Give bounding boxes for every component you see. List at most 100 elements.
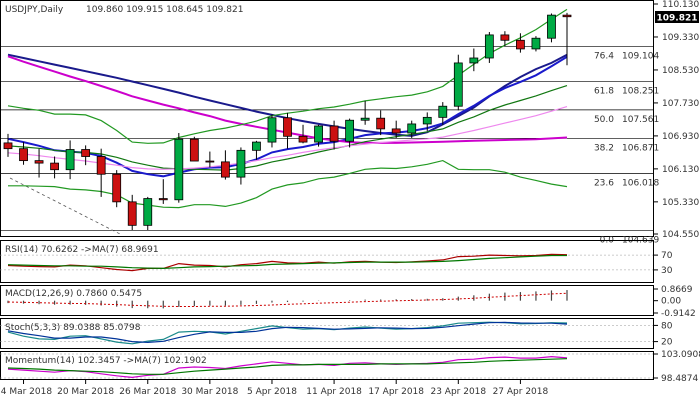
- candle-body: [65, 149, 75, 171]
- ohlc-readout: 109.860 109.915 108.645 109.821: [86, 5, 243, 15]
- overlay-line: [8, 159, 568, 209]
- rsi-series: [0, 253, 653, 272]
- momentum-panel: 103.0908 98.4874 Momentum(14) 102.3457 ->…: [0, 350, 700, 384]
- macd-histogram: [7, 290, 568, 309]
- x-tick-label: 27 Apr 2018: [493, 387, 549, 397]
- rsi-panel-frame: [0, 240, 654, 283]
- y-tick-label: 80: [661, 321, 673, 331]
- y-tick-label: 106.930: [662, 132, 699, 142]
- candle-body: [547, 14, 556, 39]
- candle: [205, 151, 215, 168]
- candle-body: [267, 117, 277, 143]
- rsi-panel: 70 30 RSI(14) 70.6262 ->MA(7) 68.9691: [0, 240, 673, 283]
- macd-panel: 0.8669 0.00 -0.9142 MACD(12,26,9) 0.7860 0…: [0, 285, 696, 319]
- candle: [34, 148, 44, 178]
- stoch-y-ticks: 80 20: [653, 321, 673, 348]
- candle-body: [96, 156, 106, 175]
- candle: [3, 133, 13, 157]
- candle: [329, 120, 339, 150]
- candle: [19, 142, 28, 165]
- y-tick-label: 108.530: [662, 66, 699, 76]
- candle-body: [252, 141, 261, 151]
- indicator-line: [7, 253, 568, 272]
- x-tick-label: 23 Apr 2018: [430, 387, 486, 397]
- candle-body: [422, 116, 432, 125]
- x-tick-label: 20 Mar 2018: [57, 387, 114, 397]
- candle-body: [236, 149, 246, 178]
- stoch-title: Stoch(5,3,3) 89.0388 85.0798: [5, 323, 141, 333]
- candles: [3, 12, 572, 231]
- candle-body: [469, 57, 479, 64]
- candle-body: [19, 148, 28, 162]
- candle: [500, 31, 510, 47]
- price-panel: 76.4 109.104 61.8 108.251 50.0 107.561 38.2 106…: [0, 0, 699, 245]
- macd-signal-line: [7, 292, 568, 307]
- candle: [547, 13, 556, 43]
- candle: [516, 33, 525, 53]
- candle: [376, 110, 386, 136]
- momentum-title: Momentum(14) 102.3457 ->MA(7) 102.1902: [5, 356, 207, 366]
- candle: [283, 112, 292, 149]
- candle-body: [81, 149, 91, 157]
- y-tick-label: 105.330: [662, 198, 699, 208]
- candle: [143, 196, 153, 231]
- candle-body: [314, 125, 323, 143]
- candle: [469, 48, 479, 72]
- candle: [220, 150, 230, 180]
- candle: [345, 118, 355, 148]
- candle-body: [50, 162, 59, 171]
- candle: [453, 54, 463, 111]
- fib-price-label: 109.104: [622, 51, 659, 61]
- candle-body: [298, 135, 308, 143]
- candle: [531, 36, 541, 52]
- candle-body: [360, 117, 370, 121]
- candle: [81, 145, 91, 166]
- candle-body: [438, 105, 448, 118]
- price-y-ticks: 110.130 109.330 108.530 107.730 106.930 106.1…: [653, 0, 699, 240]
- y-tick-label: 20: [661, 338, 673, 348]
- y-tick-label: 103.0908: [661, 350, 700, 360]
- x-tick-label: 11 Apr 2018: [306, 387, 362, 397]
- candle-body: [158, 198, 168, 201]
- candle: [562, 12, 572, 66]
- current-price-tag: 109.821: [655, 11, 699, 24]
- candle-body: [531, 37, 541, 50]
- price-panel-frame: [0, 0, 654, 237]
- candle-body: [3, 142, 13, 150]
- y-tick-label: 107.730: [662, 99, 699, 109]
- candle-body: [453, 62, 463, 107]
- candle: [174, 133, 184, 203]
- x-tick-label: 17 Apr 2018: [368, 387, 424, 397]
- y-tick-label: 106.130: [662, 165, 699, 175]
- y-tick-label: 0.00: [661, 297, 681, 307]
- candle: [391, 120, 401, 138]
- candle: [96, 148, 106, 197]
- candle-body: [220, 161, 230, 178]
- candle: [112, 170, 122, 208]
- candle-body: [407, 123, 417, 134]
- candle: [407, 120, 417, 138]
- candle: [484, 32, 494, 63]
- candle-body: [189, 138, 199, 162]
- momentum-panel-frame: [0, 351, 654, 380]
- fib-ratio-label: 38.2: [594, 143, 614, 153]
- candle-body: [127, 201, 137, 226]
- indicator-line: [7, 358, 568, 375]
- fibonacci-levels: 76.4 109.104 61.8 108.251 50.0 107.561 38.2 106…: [0, 45, 659, 245]
- candle-body: [143, 198, 153, 226]
- indicator-line: [7, 254, 567, 270]
- rsi-y-ticks: 70 30: [653, 251, 673, 276]
- candle-body: [112, 173, 122, 203]
- indicator-line: [7, 321, 568, 344]
- candle-body: [391, 128, 401, 134]
- x-axis: 14 Mar 2018 20 Mar 2018 26 Mar 2018 30 Mar …: [0, 380, 549, 397]
- candle: [252, 140, 261, 160]
- x-tick-label: 5 Apr 2018: [247, 387, 297, 397]
- y-tick-label: -0.9142: [661, 309, 696, 319]
- x-tick-label: 30 Mar 2018: [181, 387, 238, 397]
- indicator-line: [7, 355, 568, 379]
- fib-ratio-label: 50.0: [594, 115, 614, 125]
- candle-body: [205, 160, 215, 163]
- candle: [158, 179, 168, 204]
- candle-body: [500, 34, 510, 41]
